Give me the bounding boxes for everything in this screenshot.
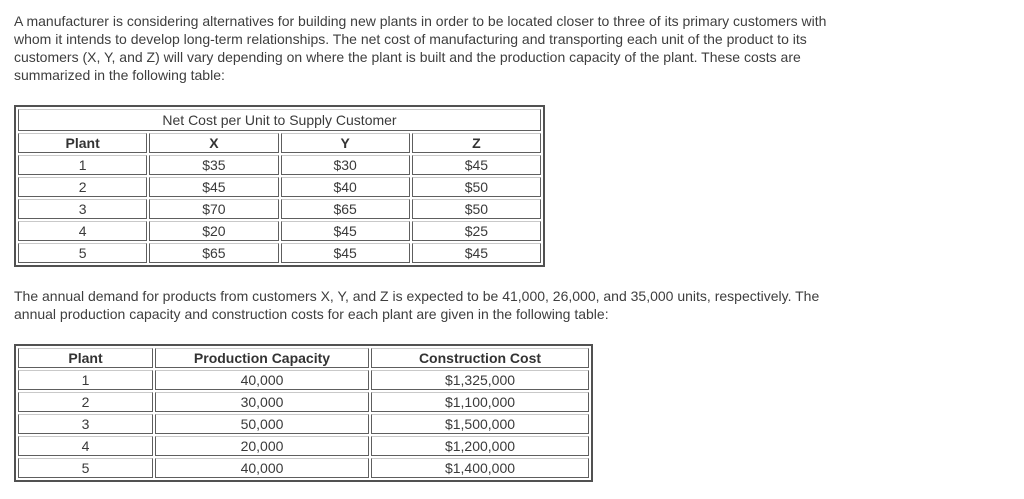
plant-table-header-plant: Plant xyxy=(18,348,153,368)
cost-cell: $30 xyxy=(280,155,410,175)
cost-cell: $40 xyxy=(280,177,410,197)
plant-number-cell: 3 xyxy=(18,199,148,219)
cost-table-header-z: Z xyxy=(411,133,541,153)
cost-cell: $65 xyxy=(280,199,410,219)
cost-cell: $20 xyxy=(149,221,279,241)
plant-number-cell: 5 xyxy=(18,458,153,478)
cost-table-header-x: X xyxy=(149,133,279,153)
table-row: 5 40,000 $1,400,000 xyxy=(18,458,589,478)
construction-cost-cell: $1,500,000 xyxy=(371,414,589,434)
capacity-cell: 40,000 xyxy=(155,458,369,478)
cost-table-header-plant: Plant xyxy=(18,133,148,153)
cost-cell: $50 xyxy=(411,177,541,197)
cost-table-header-row: Plant X Y Z xyxy=(18,133,541,153)
cost-cell: $45 xyxy=(280,221,410,241)
cost-cell: $45 xyxy=(411,155,541,175)
problem-page: A manufacturer is considering alternativ… xyxy=(14,13,827,482)
plant-number-cell: 4 xyxy=(18,436,153,456)
plant-table-header-capacity: Production Capacity xyxy=(155,348,369,368)
cost-per-unit-table: Net Cost per Unit to Supply Customer Pla… xyxy=(14,105,545,267)
cost-cell: $50 xyxy=(411,199,541,219)
plant-table-header-cost: Construction Cost xyxy=(371,348,589,368)
table-row: 5 $65 $45 $45 xyxy=(18,243,541,263)
plant-table-header-row: Plant Production Capacity Construction C… xyxy=(18,348,589,368)
capacity-cell: 30,000 xyxy=(155,392,369,412)
plant-number-cell: 2 xyxy=(18,392,153,412)
cost-cell: $45 xyxy=(280,243,410,263)
cost-cell: $35 xyxy=(149,155,279,175)
construction-cost-cell: $1,400,000 xyxy=(371,458,589,478)
capacity-cell: 40,000 xyxy=(155,370,369,390)
cost-table-title-row: Net Cost per Unit to Supply Customer xyxy=(18,109,541,131)
plant-number-cell: 1 xyxy=(18,155,148,175)
capacity-cell: 20,000 xyxy=(155,436,369,456)
cost-cell: $45 xyxy=(411,243,541,263)
cost-cell: $65 xyxy=(149,243,279,263)
construction-cost-cell: $1,200,000 xyxy=(371,436,589,456)
capacity-cell: 50,000 xyxy=(155,414,369,434)
table-row: 3 $70 $65 $50 xyxy=(18,199,541,219)
cost-table-header-y: Y xyxy=(280,133,410,153)
table-row: 4 20,000 $1,200,000 xyxy=(18,436,589,456)
table-row: 1 $35 $30 $45 xyxy=(18,155,541,175)
plant-number-cell: 5 xyxy=(18,243,148,263)
table-row: 2 30,000 $1,100,000 xyxy=(18,392,589,412)
demand-paragraph: The annual demand for products from cust… xyxy=(14,288,820,322)
table-row: 4 $20 $45 $25 xyxy=(18,221,541,241)
table-row: 1 40,000 $1,325,000 xyxy=(18,370,589,390)
construction-cost-cell: $1,100,000 xyxy=(371,392,589,412)
plant-number-cell: 4 xyxy=(18,221,148,241)
cost-cell: $70 xyxy=(149,199,279,219)
plant-number-cell: 1 xyxy=(18,370,153,390)
table-row: 2 $45 $40 $50 xyxy=(18,177,541,197)
cost-cell: $25 xyxy=(411,221,541,241)
plant-number-cell: 3 xyxy=(18,414,153,434)
plant-number-cell: 2 xyxy=(18,177,148,197)
cost-cell: $45 xyxy=(149,177,279,197)
construction-cost-cell: $1,325,000 xyxy=(371,370,589,390)
cost-table-title: Net Cost per Unit to Supply Customer xyxy=(18,109,541,131)
intro-paragraph: A manufacturer is considering alternativ… xyxy=(14,13,827,83)
table-row: 3 50,000 $1,500,000 xyxy=(18,414,589,434)
capacity-cost-table: Plant Production Capacity Construction C… xyxy=(14,344,593,482)
